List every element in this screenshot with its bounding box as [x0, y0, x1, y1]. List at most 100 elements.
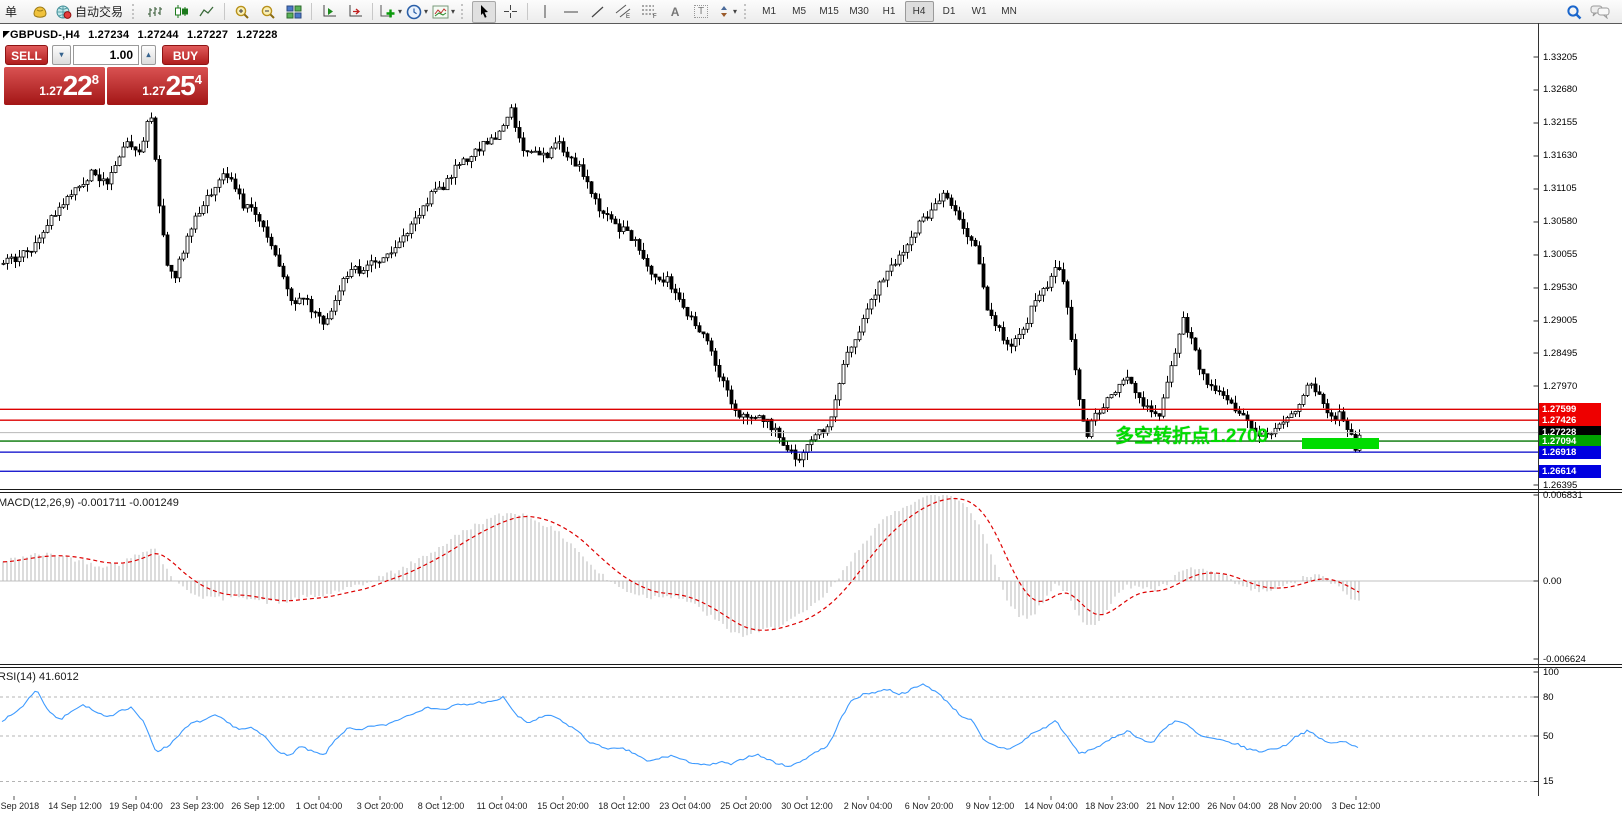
- candle-body: [1037, 294, 1042, 302]
- text-label-tool[interactable]: T: [689, 1, 713, 23]
- crosshair-tool[interactable]: [498, 1, 522, 23]
- chart-shift-icon[interactable]: [343, 1, 367, 23]
- candle-body: [1069, 306, 1074, 340]
- candle-body: [1029, 305, 1034, 324]
- candle-body: [149, 117, 154, 122]
- candle-body: [281, 265, 286, 278]
- timeframe-button-d1[interactable]: D1: [942, 6, 956, 17]
- volume-increase-button[interactable]: ▴: [141, 45, 156, 65]
- trendline-tool[interactable]: [585, 1, 609, 23]
- buy-button[interactable]: BUY: [162, 45, 209, 65]
- zoom-out-icon[interactable]: [256, 1, 280, 23]
- chart-cursor-arrow-icon: [3, 31, 10, 38]
- sell-price-small: 1.27: [39, 84, 63, 98]
- candle-body: [457, 164, 462, 166]
- cursor-tool[interactable]: [472, 0, 497, 23]
- time-axis-label: 26 Sep 12:00: [231, 801, 285, 811]
- macd-axis-label: 0.00: [1543, 575, 1562, 587]
- indicators-button[interactable]: ▾: [378, 1, 403, 23]
- timeframe-button-w1[interactable]: W1: [971, 6, 987, 17]
- sell-price-display[interactable]: 1.27228: [4, 67, 105, 105]
- timeframe-button-h4[interactable]: H4: [904, 1, 934, 22]
- candle-body: [177, 258, 182, 279]
- candle-body: [1205, 373, 1210, 385]
- tile-windows-icon[interactable]: [282, 1, 306, 23]
- candle-body: [829, 416, 834, 428]
- candle-body: [221, 173, 226, 181]
- bar-chart-type-icon[interactable]: [143, 1, 167, 23]
- volume-input[interactable]: 1.00: [73, 45, 139, 65]
- timeframe-button-m15[interactable]: M15: [819, 6, 839, 17]
- candle-body: [229, 177, 234, 180]
- candle-body: [385, 253, 390, 259]
- candle-body: [1049, 275, 1054, 288]
- zoom-in-icon[interactable]: [230, 1, 254, 23]
- candle-body: [849, 346, 854, 353]
- candle-body: [753, 417, 758, 419]
- candle-body: [1061, 269, 1066, 283]
- wallet-icon[interactable]: [28, 1, 52, 23]
- search-icon[interactable]: [1562, 1, 1586, 23]
- candle-body: [1077, 369, 1082, 400]
- horizontal-line-tool[interactable]: [559, 1, 583, 23]
- candle-body: [1053, 267, 1058, 277]
- candle-body: [1057, 267, 1062, 270]
- top-toolbar: 单 自动交易: [0, 0, 1622, 24]
- candle-body: [613, 218, 618, 225]
- pivot-highlight-rect: [1302, 438, 1379, 449]
- sell-button[interactable]: SELL: [5, 45, 48, 65]
- autotrade-globe-icon: [56, 5, 72, 19]
- candle-body: [153, 117, 158, 160]
- timeframe-button-m30[interactable]: M30: [849, 6, 869, 17]
- timeframe-button-mn[interactable]: MN: [1001, 6, 1017, 17]
- candle-body: [501, 125, 506, 132]
- candle-body: [1161, 397, 1166, 417]
- auto-scroll-icon[interactable]: [317, 1, 341, 23]
- toolbar-drag-handle[interactable]: [132, 4, 138, 19]
- timeframe-button-m1[interactable]: M1: [762, 6, 777, 17]
- candle-body: [205, 195, 210, 207]
- new-order-button[interactable]: 单: [4, 5, 17, 19]
- candle-body: [713, 350, 718, 366]
- candle-body: [1309, 383, 1314, 386]
- equidistant-channel-tool[interactable]: E: [611, 1, 635, 23]
- candle-body: [977, 245, 982, 265]
- candle-body: [757, 415, 762, 419]
- chat-icon[interactable]: [1588, 1, 1612, 23]
- time-axis-label: 26 Nov 04:00: [1207, 801, 1261, 811]
- periods-button[interactable]: ▾: [405, 1, 429, 23]
- autotrade-button[interactable]: 自动交易: [54, 1, 127, 23]
- candle-body: [249, 204, 254, 208]
- vertical-line-tool[interactable]: [533, 1, 557, 23]
- candle-body: [957, 210, 962, 220]
- one-click-trade-panel: SELL ▾ 1.00 ▴ BUY 1.27228 1.27254: [2, 44, 210, 106]
- price-axis-label: 1.31630: [1543, 150, 1578, 162]
- candle-body: [85, 180, 90, 185]
- candle-body: [837, 383, 842, 401]
- candle-body: [989, 309, 994, 316]
- templates-button[interactable]: ▾: [431, 1, 456, 23]
- periods-dropdown-caret: ▾: [424, 7, 429, 16]
- candle-body: [1317, 391, 1322, 395]
- candle-body: [1341, 411, 1346, 422]
- quote-high: 1.27244: [137, 29, 179, 41]
- candle-body: [597, 198, 602, 212]
- timeframe-button-h1[interactable]: H1: [882, 6, 896, 17]
- buy-price-display[interactable]: 1.27254: [107, 67, 208, 105]
- candle-body: [589, 181, 594, 194]
- volume-decrease-button[interactable]: ▾: [52, 45, 71, 65]
- candlestick-type-icon[interactable]: [169, 1, 193, 23]
- arrows-tool[interactable]: ▾: [715, 1, 739, 23]
- toolbar-drag-handle[interactable]: [461, 4, 467, 19]
- line-chart-type-icon[interactable]: [195, 1, 219, 23]
- fibonacci-tool[interactable]: F: [637, 1, 661, 23]
- candle-body: [361, 270, 366, 274]
- toolbar-drag-handle[interactable]: [744, 4, 750, 19]
- text-tool[interactable]: A: [670, 4, 680, 19]
- timeframe-button-m5[interactable]: M5: [792, 6, 807, 17]
- candle-body: [913, 232, 918, 238]
- candle-body: [1329, 412, 1334, 417]
- candle-body: [1033, 300, 1038, 307]
- candle-body: [1181, 317, 1186, 335]
